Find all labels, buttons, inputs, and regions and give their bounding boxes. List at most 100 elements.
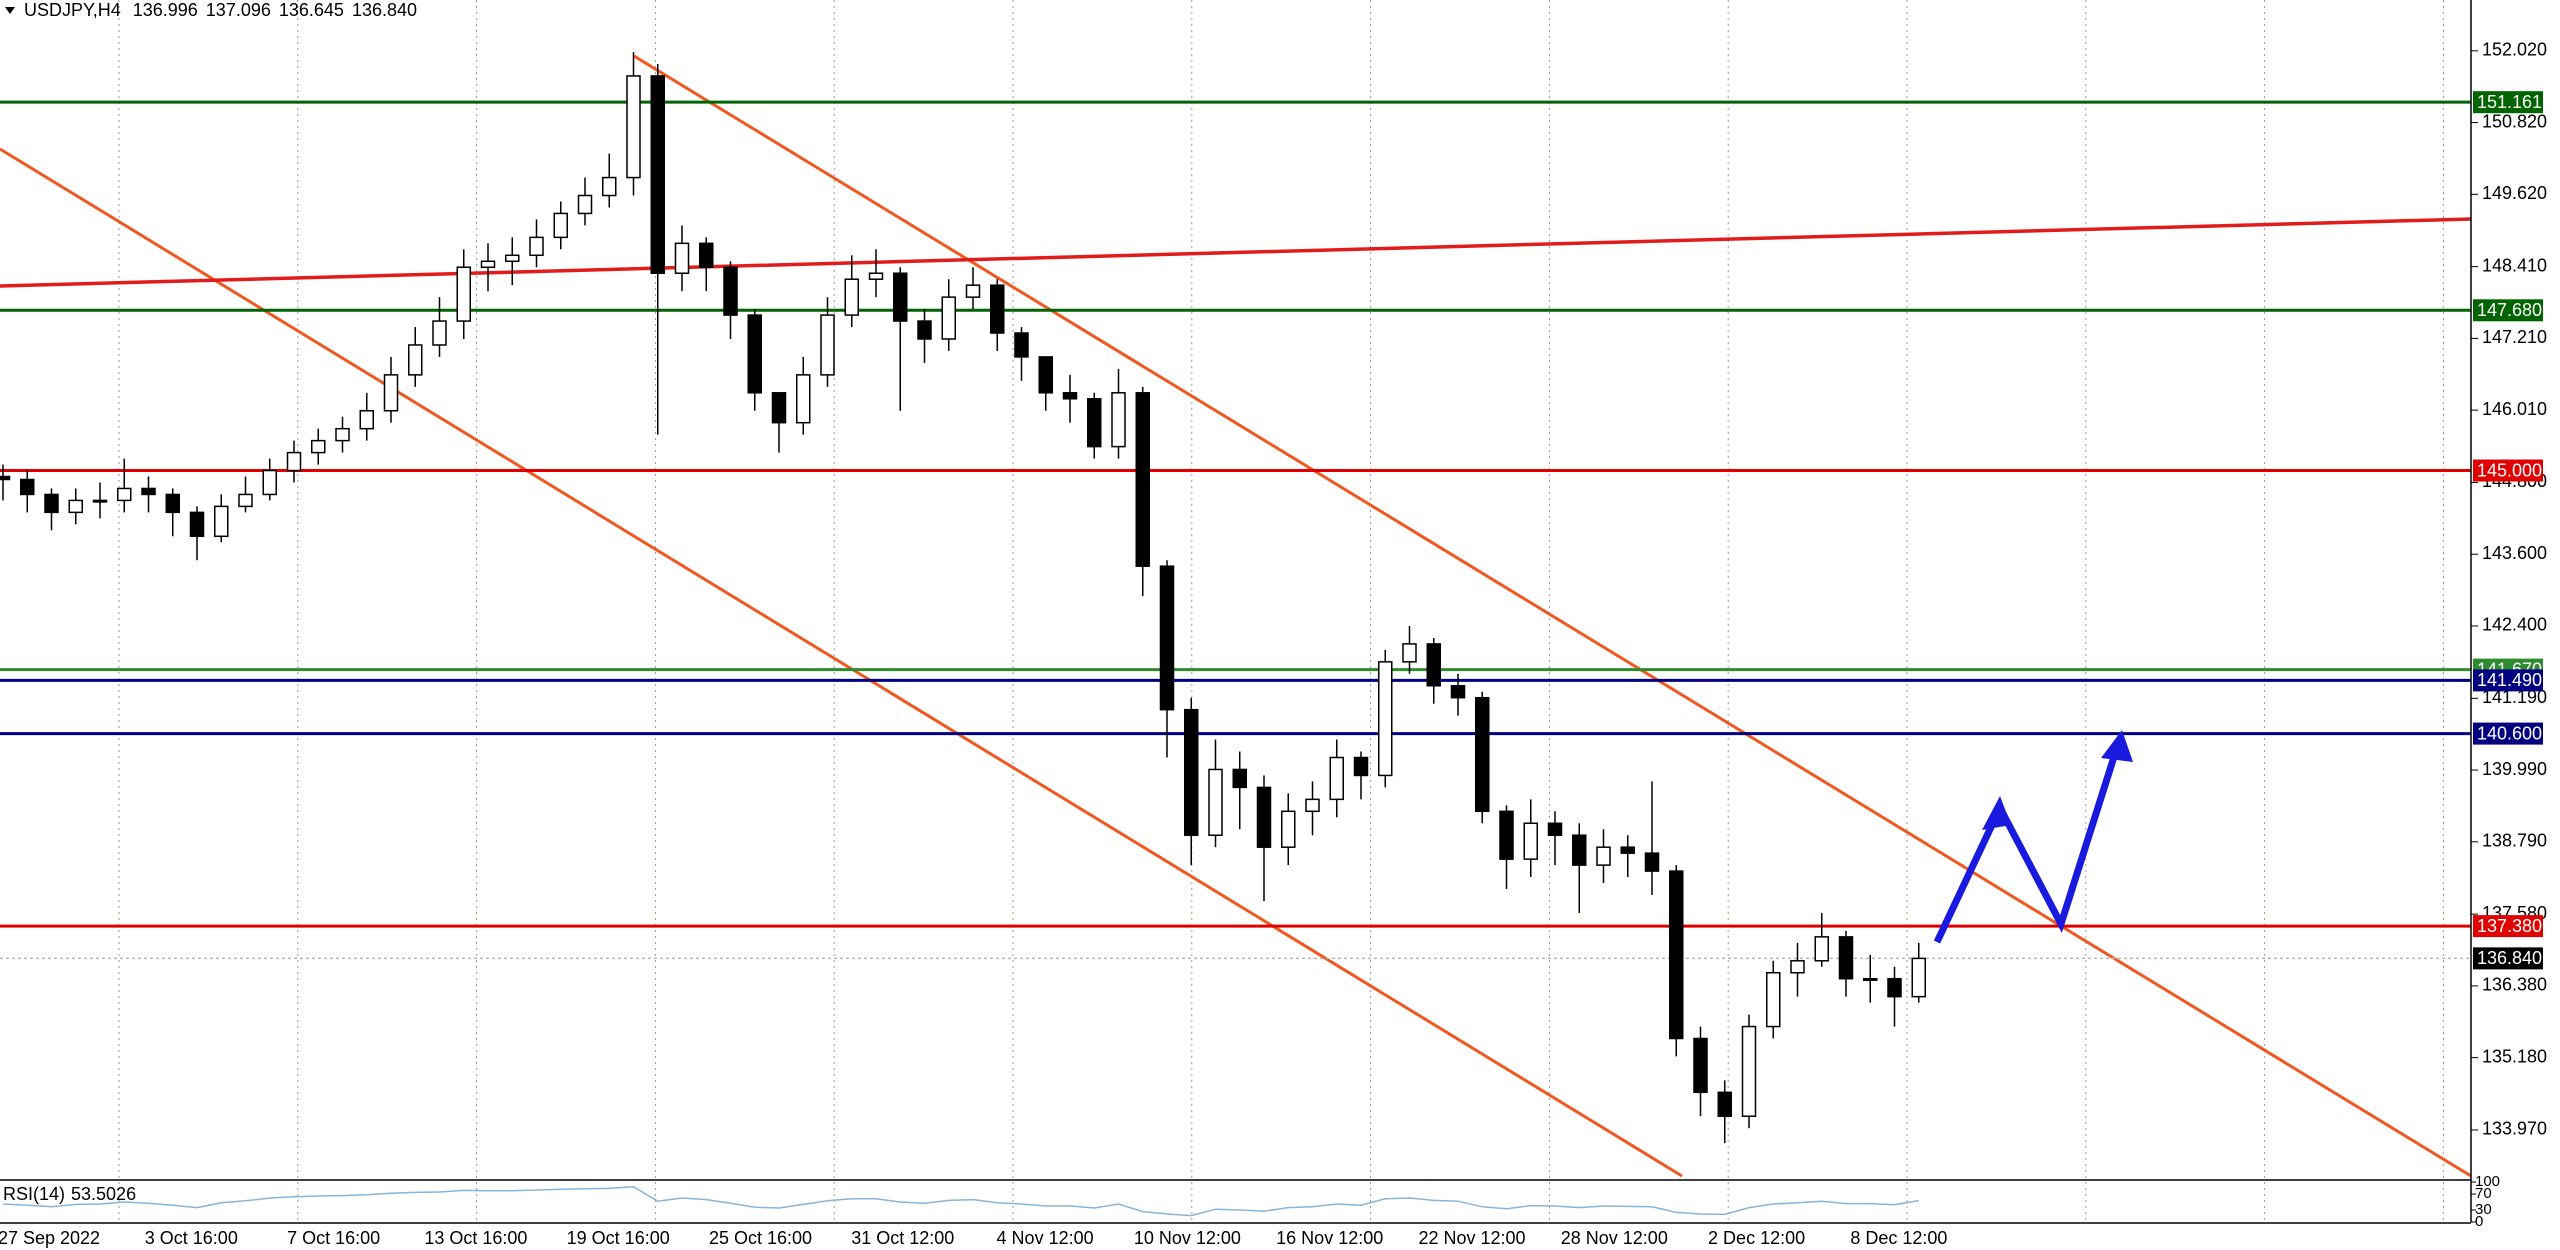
candle-body	[214, 505, 229, 538]
y-tick-label: 146.010	[2482, 399, 2547, 419]
y-tick-label: 133.970	[2482, 1119, 2547, 1139]
candle-body	[1620, 846, 1635, 854]
rsi-name: RSI(14)	[3, 1184, 65, 1204]
last-price-label: 136.840	[2477, 948, 2542, 968]
y-tick-label: 135.180	[2482, 1046, 2547, 1066]
candle-body	[262, 469, 277, 496]
candle-body	[1911, 957, 1926, 998]
last-price-box	[2473, 947, 2543, 970]
candle-body	[141, 487, 156, 496]
candle-body	[747, 314, 762, 394]
candle-body	[1572, 834, 1587, 866]
level-label-box	[2473, 91, 2543, 114]
candle-body	[699, 242, 714, 268]
rsi-value: 53.5026	[71, 1184, 136, 1204]
candle-body	[893, 272, 908, 322]
candle-body	[1135, 392, 1150, 567]
candle-body	[1159, 565, 1175, 711]
candle-body	[1887, 977, 1902, 998]
level-label: 145.000	[2477, 460, 2542, 480]
candle-body	[771, 392, 787, 424]
x-tick-label: 19 Oct 16:00	[567, 1228, 670, 1248]
y-tick-label: 138.790	[2482, 831, 2547, 851]
candle-body	[408, 344, 423, 376]
candle-body	[1184, 708, 1199, 836]
candle-body	[1281, 810, 1296, 848]
x-tick-label: 2 Dec 12:00	[1708, 1228, 1805, 1248]
candle-body	[456, 266, 471, 322]
level-label-box	[2473, 669, 2543, 692]
candle-body	[1669, 870, 1684, 1040]
candle-body	[1402, 643, 1417, 663]
candle-body	[820, 314, 835, 376]
arrow-head	[1982, 796, 2011, 830]
close-quote: 136.840	[352, 0, 417, 20]
channel-upper-line	[633, 54, 2472, 1178]
rsi-tick-label: 70	[2475, 1185, 2492, 1202]
candle-body	[868, 272, 884, 280]
candle-body	[505, 254, 520, 263]
candle-body	[941, 296, 956, 340]
high-quote: 137.096	[206, 0, 271, 20]
y-tick-label: 149.620	[2482, 183, 2547, 203]
candle-body	[1741, 1025, 1757, 1117]
candle-body	[1062, 392, 1078, 400]
candle-body	[990, 284, 1005, 334]
rsi-tick-label: 0	[2475, 1213, 2483, 1230]
candle-body	[529, 236, 544, 257]
x-tick-label: 3 Oct 16:00	[145, 1228, 238, 1248]
candle-body	[723, 266, 738, 316]
x-tick-label: 7 Oct 16:00	[287, 1228, 380, 1248]
y-tick-label: 143.600	[2482, 543, 2547, 563]
y-tick-label: 136.380	[2482, 975, 2547, 995]
candle-body	[1450, 685, 1466, 699]
candle-body	[1766, 971, 1781, 1028]
rsi-header: RSI(14) 53.5026	[3, 1184, 136, 1204]
y-tick-label: 139.990	[2482, 759, 2547, 779]
candle-body	[602, 176, 617, 197]
candle-body	[1693, 1037, 1708, 1094]
level-label: 141.490	[2477, 670, 2542, 690]
candle-body	[844, 278, 859, 316]
x-tick-label: 25 Oct 16:00	[709, 1228, 812, 1248]
x-tick-label: 27 Sep 2022	[0, 1228, 100, 1248]
candle-body	[1087, 398, 1102, 448]
open-quote: 136.996	[133, 0, 198, 20]
trend-line	[0, 217, 2472, 288]
candle-body	[335, 427, 350, 442]
level-label-box	[2473, 915, 2543, 938]
y-tick-label: 150.820	[2482, 111, 2547, 131]
candle-body	[359, 409, 374, 430]
header: USDJPY,H4 136.996 137.096 136.645 136.840	[24, 0, 417, 20]
rsi-line	[2, 1186, 1919, 1217]
candle-body	[1499, 810, 1514, 860]
candle-body	[20, 478, 35, 496]
candle-body	[917, 320, 932, 340]
candle-body	[68, 499, 83, 514]
candle-body	[553, 212, 568, 239]
candle-body	[1111, 392, 1126, 448]
candle-body	[92, 499, 108, 503]
candle-body	[383, 374, 399, 412]
candle-body	[1838, 936, 1854, 980]
candles	[0, 52, 1926, 1144]
candle-body	[1523, 822, 1538, 860]
candle-body	[1038, 356, 1053, 394]
y-tick-label: 148.410	[2482, 255, 2547, 275]
candle-body	[1378, 661, 1393, 777]
level-label: 140.600	[2477, 723, 2542, 743]
menu-triangle[interactable]	[5, 7, 15, 14]
level-label: 147.680	[2477, 300, 2542, 320]
symbol: USDJPY,H4	[24, 0, 121, 20]
candle-body	[674, 242, 690, 274]
level-label-box	[2473, 459, 2543, 482]
arrow-head	[2101, 730, 2133, 762]
x-tick-label: 16 Nov 12:00	[1276, 1228, 1383, 1248]
candle-body	[1353, 756, 1369, 777]
low-quote: 136.645	[279, 0, 344, 20]
candle-body	[1596, 846, 1611, 866]
candle-body	[311, 439, 326, 454]
level-label-box	[2473, 299, 2543, 322]
